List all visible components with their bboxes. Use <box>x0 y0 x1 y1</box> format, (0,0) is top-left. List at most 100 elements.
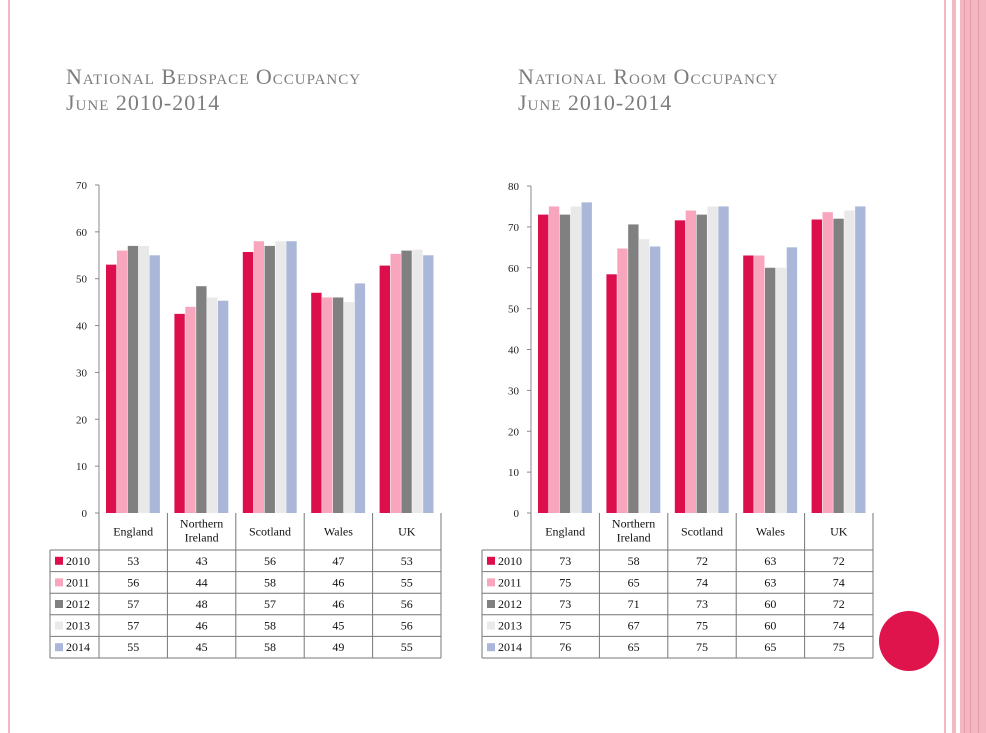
bedspace-bar-2012-0 <box>127 245 139 513</box>
room-data-label: 58 <box>628 554 640 568</box>
bedspace-data-label: 46 <box>332 575 344 589</box>
room-legend-label: 2011 <box>498 575 522 589</box>
bedspace-legend-swatch-2010 <box>55 556 63 565</box>
bedspace-bar-2014-4 <box>423 255 434 514</box>
bedspace-y-tick-label: 0 <box>82 508 88 520</box>
bedspace-bar-2010-0 <box>106 264 117 513</box>
room-bar-2012-0 <box>559 214 571 514</box>
bedspace-data-label: 55 <box>401 575 413 589</box>
room-bar-2014-2 <box>718 206 729 513</box>
bedspace-y-tick-label: 40 <box>76 321 88 333</box>
bedspace-data-label: 46 <box>332 597 344 611</box>
room-category-label: Scotland <box>681 525 723 539</box>
bedspace-data-label: 48 <box>196 597 208 611</box>
bedspace-bar-2012-2 <box>264 245 275 513</box>
bedspace-legend-swatch-2011 <box>55 578 63 587</box>
bedspace-bar-2010-3 <box>311 292 322 513</box>
bedspace-legend-label: 2014 <box>66 640 90 654</box>
bedspace-legend-label: 2010 <box>66 554 90 568</box>
bedspace-data-label: 57 <box>264 597 276 611</box>
bedspace-data-label: 49 <box>332 640 344 654</box>
left-title-line2: June 2010-2014 <box>66 90 221 115</box>
bedspace-data-label: 57 <box>127 619 139 633</box>
bedspace-bar-2013-1 <box>207 297 218 513</box>
bedspace-category-label: Scotland <box>249 525 291 539</box>
bedspace-data-label: 58 <box>264 575 276 589</box>
room-data-label: 60 <box>764 619 776 633</box>
bedspace-data-label: 57 <box>127 597 139 611</box>
room-data-label: 65 <box>628 575 640 589</box>
room-bar-2014-4 <box>855 206 866 513</box>
room-bar-2012-4 <box>833 218 844 513</box>
bedspace-y-tick-label: 50 <box>76 274 88 286</box>
room-y-tick-label: 10 <box>508 467 520 479</box>
bedspace-data-label: 56 <box>264 554 276 568</box>
room-bar-2011-1 <box>617 248 628 513</box>
right-stripe <box>964 0 965 733</box>
bedspace-bar-2011-2 <box>253 241 265 513</box>
room-legend-label: 2013 <box>498 619 522 633</box>
bedspace-data-label: 45 <box>196 640 208 654</box>
room-y-tick-label: 0 <box>514 508 520 520</box>
room-bar-2010-0 <box>538 214 549 514</box>
room-data-label: 74 <box>696 575 708 589</box>
bedspace-legend-label: 2011 <box>66 575 90 589</box>
bedspace-data-label: 55 <box>127 640 139 654</box>
room-legend-swatch-2013 <box>487 621 495 630</box>
room-data-label: 60 <box>764 597 776 611</box>
room-bar-2010-1 <box>606 274 617 513</box>
room-y-tick-label: 60 <box>508 263 520 275</box>
room-y-tick-label: 30 <box>508 385 520 397</box>
room-legend-label: 2012 <box>498 597 522 611</box>
room-data-label: 75 <box>696 640 708 654</box>
room-category-label: Northern Ireland <box>612 517 655 545</box>
bedspace-data-label: 58 <box>264 619 276 633</box>
bedspace-y-tick-label: 20 <box>76 414 88 426</box>
room-bar-2013-0 <box>570 206 582 513</box>
room-data-label: 75 <box>559 575 571 589</box>
bedspace-bar-2014-1 <box>217 300 229 513</box>
room-data-label: 63 <box>764 554 776 568</box>
bedspace-y-tick-label: 70 <box>76 180 88 192</box>
right-stripe <box>978 0 979 733</box>
bedspace-bar-2012-3 <box>332 297 344 513</box>
room-bar-2012-3 <box>764 267 776 513</box>
bedspace-y-tick-label: 30 <box>76 367 88 379</box>
room-bar-2014-1 <box>649 246 661 513</box>
room-data-label: 75 <box>559 619 571 633</box>
room-bar-2013-1 <box>639 239 650 513</box>
bedspace-category-label: UK <box>398 525 416 539</box>
room-legend-swatch-2011 <box>487 578 495 587</box>
room-data-label: 73 <box>559 597 571 611</box>
bedspace-legend-swatch-2013 <box>55 621 63 630</box>
room-data-label: 73 <box>696 597 708 611</box>
left-title-line1: National Bedspace Occupancy <box>66 64 362 89</box>
bedspace-bar-2012-4 <box>401 250 412 513</box>
room-category-label: Wales <box>756 525 785 539</box>
bedspace-bar-2014-2 <box>286 241 297 513</box>
bedspace-bar-2011-3 <box>322 297 333 513</box>
room-bar-2013-2 <box>707 206 718 513</box>
bedspace-legend-label: 2013 <box>66 619 90 633</box>
bedspace-bar-2010-4 <box>379 265 390 513</box>
bedspace-category-label: Wales <box>324 525 353 539</box>
room-data-label: 75 <box>833 640 845 654</box>
room-bar-2013-3 <box>775 267 787 513</box>
room-y-tick-label: 40 <box>508 345 520 357</box>
room-bar-2014-3 <box>786 247 798 513</box>
room-data-label: 72 <box>833 554 845 568</box>
right-stripe <box>944 0 946 733</box>
room-bar-2013-4 <box>844 210 855 513</box>
room-bar-2010-4 <box>811 219 822 513</box>
room-data-label: 65 <box>628 640 640 654</box>
room-y-tick-label: 20 <box>508 426 520 438</box>
right-stripe <box>952 0 956 733</box>
room-data-label: 63 <box>764 575 776 589</box>
room-category-label: England <box>545 525 585 539</box>
room-data-label: 65 <box>764 640 776 654</box>
room-bar-2011-0 <box>548 206 560 513</box>
room-bar-2011-4 <box>822 212 833 513</box>
bedspace-bar-2011-1 <box>185 306 196 513</box>
room-legend-swatch-2014 <box>487 643 495 652</box>
